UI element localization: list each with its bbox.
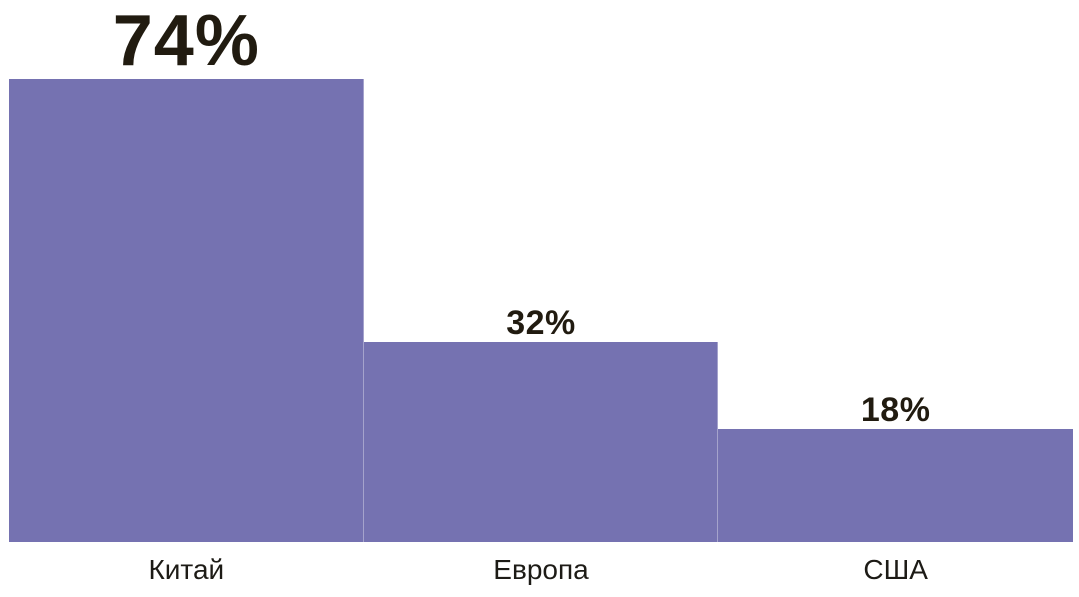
bar-category-label: США xyxy=(863,554,928,585)
bar-3 xyxy=(718,429,1073,542)
bar-category-label: Европа xyxy=(493,554,589,585)
bar-1 xyxy=(9,79,364,542)
bar-2 xyxy=(363,341,719,542)
bar-value-label: 32% xyxy=(506,303,576,342)
bar-value-label: 18% xyxy=(860,391,931,430)
bar-category-label: Китай xyxy=(148,554,225,585)
bar-value-label: 74% xyxy=(112,1,260,81)
